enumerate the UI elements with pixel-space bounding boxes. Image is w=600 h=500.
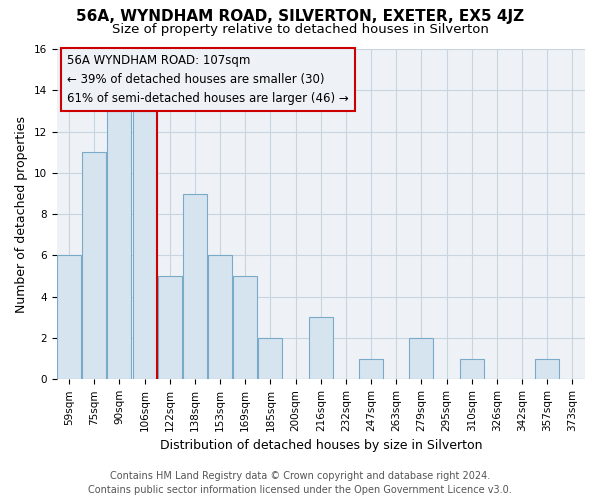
Bar [158,276,182,380]
Bar [107,111,131,380]
Bar [359,358,383,380]
Bar [57,256,81,380]
Bar [233,276,257,380]
Text: 56A, WYNDHAM ROAD, SILVERTON, EXETER, EX5 4JZ: 56A, WYNDHAM ROAD, SILVERTON, EXETER, EX… [76,9,524,24]
Bar [535,358,559,380]
Text: Size of property relative to detached houses in Silverton: Size of property relative to detached ho… [112,22,488,36]
Text: 56A WYNDHAM ROAD: 107sqm
← 39% of detached houses are smaller (30)
61% of semi-d: 56A WYNDHAM ROAD: 107sqm ← 39% of detach… [67,54,349,105]
Bar [259,338,283,380]
Y-axis label: Number of detached properties: Number of detached properties [15,116,28,312]
X-axis label: Distribution of detached houses by size in Silverton: Distribution of detached houses by size … [160,440,482,452]
Bar [82,152,106,380]
Bar [133,111,157,380]
Bar [460,358,484,380]
Bar [309,318,333,380]
Bar [208,256,232,380]
Bar [183,194,207,380]
Text: Contains HM Land Registry data © Crown copyright and database right 2024.
Contai: Contains HM Land Registry data © Crown c… [88,471,512,495]
Bar [409,338,433,380]
